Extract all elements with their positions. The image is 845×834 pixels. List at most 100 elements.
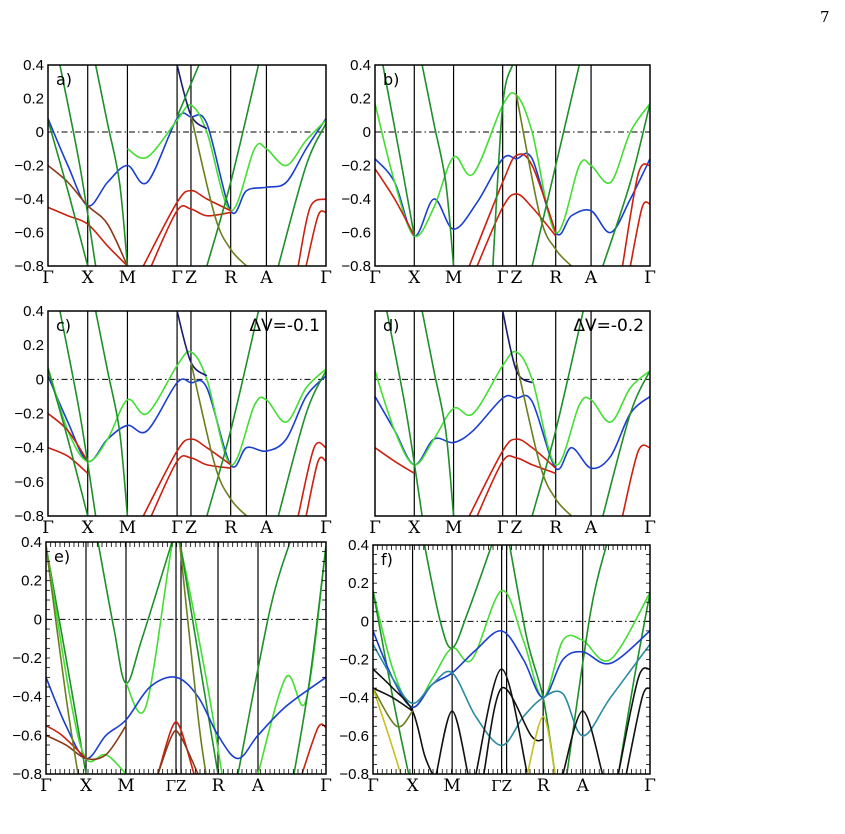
- y-tick-label: −0.6: [341, 225, 371, 242]
- k-tick-label: M: [119, 268, 136, 288]
- k-tick-label: Γ: [320, 268, 332, 288]
- band-line: [375, 394, 650, 471]
- k-tick-label: R: [537, 776, 551, 796]
- y-tick-label: −0.2: [12, 650, 42, 667]
- band-line: [125, 542, 223, 774]
- k-tick-label: R: [212, 776, 226, 796]
- y-tick-label: 0.4: [23, 303, 44, 320]
- panel-f: 0.40.20−0.2−0.4−0.6−0.8Γ X M ΓZ R A Γf): [339, 537, 656, 796]
- k-tick-label: R: [224, 268, 238, 288]
- y-tick-label: 0: [34, 611, 42, 628]
- panel-b: 0.40.20−0.2−0.4−0.6−0.8Γ X M Γ Z R A Γb): [341, 57, 656, 288]
- k-tick-label: ΓZ: [166, 777, 187, 795]
- band-line: [297, 441, 326, 516]
- k-tick-label: X: [408, 268, 421, 288]
- k-tick-label: A: [251, 776, 265, 796]
- band-series: [373, 545, 650, 774]
- band-line: [382, 65, 416, 236]
- band-line: [190, 115, 248, 266]
- k-tick-label: A: [584, 518, 598, 538]
- band-line: [468, 438, 557, 516]
- band-line: [508, 545, 556, 774]
- band-line: [48, 120, 89, 266]
- band-line: [373, 687, 414, 712]
- panel-label: e): [54, 547, 70, 566]
- band-line: [157, 729, 199, 774]
- k-tick-label: X: [80, 776, 93, 796]
- band-line: [48, 206, 128, 266]
- page-number: 7: [820, 8, 830, 26]
- k-tick-label: Γ: [320, 518, 332, 538]
- band-line: [621, 444, 650, 516]
- k-tick-label: Γ: [40, 776, 52, 796]
- y-tick-label: −0.4: [14, 191, 44, 208]
- k-tick-label: Γ: [369, 518, 381, 538]
- band-line: [531, 65, 581, 266]
- axes-frame: [47, 64, 327, 267]
- panel-label: f): [381, 550, 393, 569]
- y-tick-label: −0.6: [14, 474, 44, 491]
- band-line: [305, 210, 326, 266]
- band-line: [48, 164, 129, 266]
- y-tick-label: 0.2: [23, 337, 44, 354]
- band-line: [97, 542, 173, 684]
- band-line: [468, 153, 557, 266]
- band-line: [257, 545, 326, 774]
- k-tick-label: A: [259, 268, 273, 288]
- band-series: [375, 65, 650, 266]
- k-tick-label: A: [576, 776, 590, 796]
- k-tick-label: Γ: [42, 518, 54, 538]
- band-line: [492, 65, 514, 266]
- band-line: [176, 311, 208, 377]
- band-line: [375, 447, 415, 474]
- band-line: [176, 65, 208, 130]
- y-tick-label: −0.4: [339, 690, 369, 707]
- k-tick-label: Z: [511, 518, 523, 538]
- band-line: [421, 65, 455, 266]
- band-line: [621, 163, 650, 266]
- k-tick-label: R: [549, 518, 563, 538]
- band-line: [48, 446, 89, 474]
- band-line: [483, 687, 544, 774]
- delta-v-annotation: ΔV=-0.1: [249, 316, 320, 336]
- panel-label: c): [56, 316, 71, 335]
- band-line: [150, 454, 231, 516]
- band-line: [179, 545, 207, 774]
- y-tick-label: 0: [363, 124, 371, 141]
- band-line: [190, 362, 248, 516]
- band-line: [475, 668, 529, 774]
- axes-frame: [374, 64, 651, 267]
- band-line: [375, 168, 415, 237]
- band-line: [142, 189, 232, 266]
- k-tick-label: ΓZ: [491, 777, 512, 795]
- k-tick-label: X: [82, 518, 95, 538]
- band-line: [59, 311, 97, 516]
- k-tick-label: Γ: [320, 776, 332, 796]
- y-tick-label: −0.2: [14, 158, 44, 175]
- band-line: [526, 715, 556, 774]
- k-tick-label: Γ: [367, 776, 379, 796]
- panel-label: a): [56, 70, 72, 89]
- band-line: [46, 724, 87, 760]
- band-line: [94, 65, 129, 266]
- panel-label: b): [383, 70, 399, 89]
- k-tick-label: Γ: [497, 268, 509, 288]
- band-line: [515, 94, 573, 266]
- k-tick-label: Γ: [42, 268, 54, 288]
- band-line: [48, 112, 326, 215]
- band-line: [373, 668, 434, 774]
- band-line: [602, 370, 650, 516]
- y-tick-label: −0.6: [14, 225, 44, 242]
- y-tick-label: −0.6: [12, 727, 42, 744]
- y-tick-label: −0.4: [341, 191, 371, 208]
- band-line: [373, 687, 414, 728]
- band-line: [373, 590, 410, 774]
- k-tick-label: X: [408, 518, 421, 538]
- y-tick-label: −0.2: [341, 158, 371, 175]
- y-tick-label: 0: [36, 371, 44, 388]
- band-line: [562, 710, 604, 774]
- k-tick-label: Γ: [369, 268, 381, 288]
- band-line: [46, 545, 79, 774]
- k-tick-label: M: [445, 268, 462, 288]
- k-tick-label: M: [119, 518, 136, 538]
